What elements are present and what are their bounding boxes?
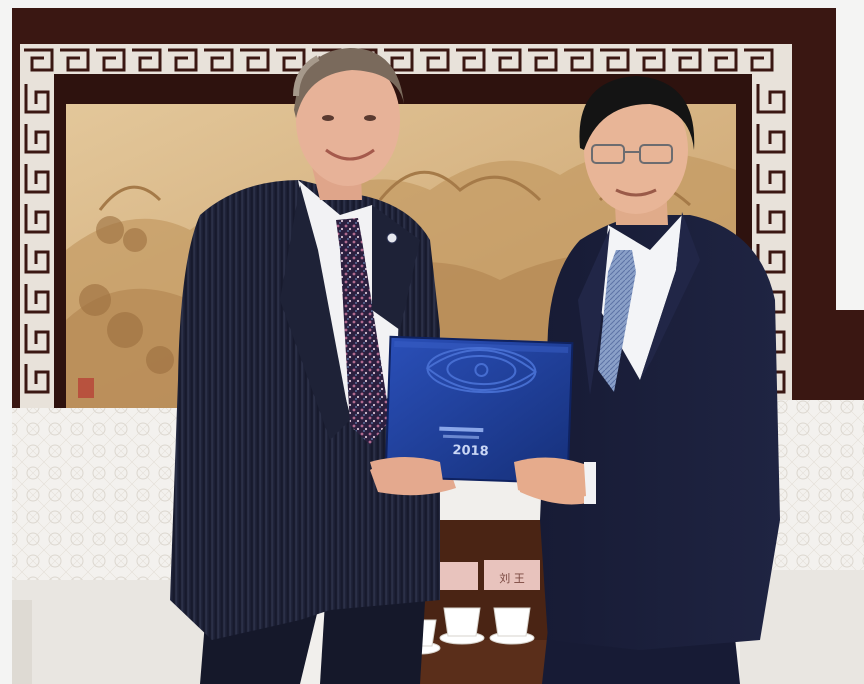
- side-table: 刘 王: [399, 520, 598, 684]
- lapel-pin: [386, 232, 398, 244]
- blue-book: 2018: [384, 335, 574, 485]
- man-right: [520, 76, 780, 684]
- red-seal: [78, 378, 94, 398]
- head: [296, 54, 400, 186]
- svg-text:刘 王: 刘 王: [499, 572, 525, 585]
- eyeglasses: [591, 144, 673, 164]
- book-year: 2018: [452, 443, 489, 459]
- name-card: [436, 562, 478, 590]
- head: [584, 86, 688, 214]
- name-card: [484, 560, 540, 590]
- book-ornament: [425, 346, 538, 394]
